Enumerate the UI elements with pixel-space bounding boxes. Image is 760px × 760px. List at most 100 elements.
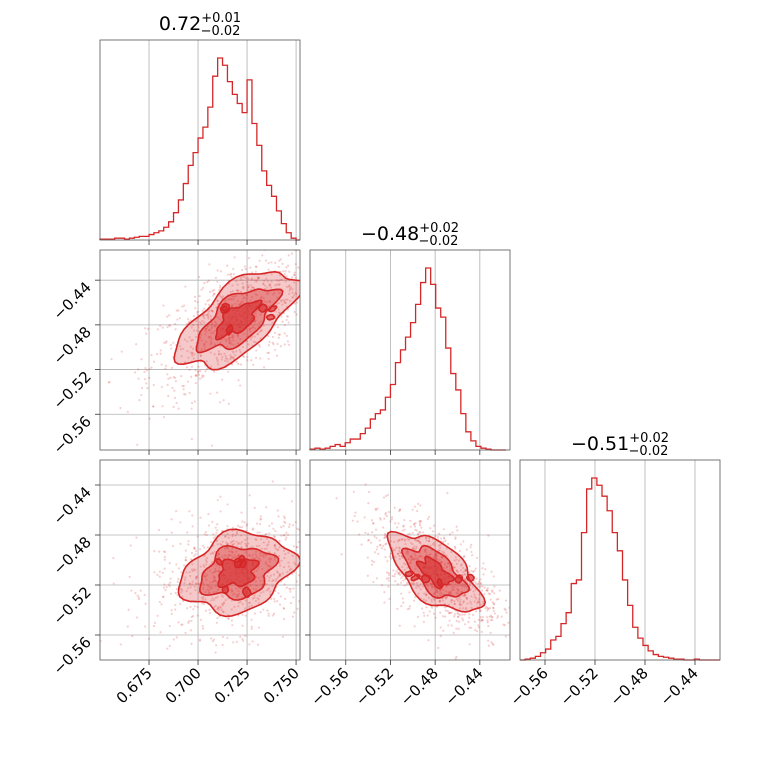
sample-point [208, 608, 211, 611]
sample-point [293, 273, 296, 277]
sample-point [168, 324, 171, 327]
sample-point [210, 342, 213, 345]
sample-point [476, 630, 479, 633]
sample-point [311, 277, 313, 279]
sample-point [186, 380, 190, 383]
sample-point [248, 330, 252, 333]
sample-point [480, 630, 483, 633]
sample-point [430, 582, 433, 586]
sample-point [295, 313, 298, 316]
sample-point [468, 571, 471, 574]
sample-point [112, 582, 115, 585]
sample-point [227, 370, 230, 373]
sample-point [216, 553, 219, 556]
sample-point [235, 550, 238, 553]
sample-point [446, 565, 449, 568]
sample-point [167, 377, 170, 380]
sample-point [193, 585, 196, 588]
sample-point [177, 621, 180, 624]
sample-point [481, 618, 484, 622]
sample-point [229, 550, 233, 553]
sample-point [158, 570, 161, 573]
sample-point [273, 247, 275, 249]
sample-point [202, 375, 205, 378]
sample-point [397, 539, 401, 542]
sample-point [325, 572, 327, 574]
sample-point [445, 566, 448, 569]
sample-point [251, 286, 254, 289]
sample-point [329, 560, 331, 562]
sample-point [169, 581, 172, 584]
sample-point [287, 285, 291, 288]
sample-point [168, 644, 171, 648]
sample-point [261, 254, 264, 257]
sample-point [254, 319, 257, 322]
sample-point [517, 618, 519, 620]
sample-point [337, 290, 339, 292]
x-tick-label: 0.675 [113, 664, 156, 707]
sample-point [485, 589, 488, 592]
sample-point [459, 569, 462, 572]
sample-point [399, 508, 402, 512]
sample-point [228, 550, 231, 553]
sample-point [259, 518, 262, 521]
sample-point [246, 355, 249, 359]
sample-point [477, 626, 481, 629]
sample-point [169, 577, 172, 580]
sample-point [143, 370, 146, 373]
sample-point [404, 578, 407, 581]
sample-point [209, 335, 212, 338]
sample-point [296, 301, 299, 304]
sample-point [285, 531, 288, 534]
sample-point [428, 540, 431, 543]
sample-point [298, 528, 300, 531]
sample-point [224, 355, 227, 358]
sample-point [218, 288, 221, 292]
sample-point [415, 586, 418, 589]
sample-point [179, 602, 182, 605]
sample-point [419, 541, 422, 544]
sample-point [427, 639, 430, 642]
sample-point [296, 607, 299, 610]
sample-point [280, 278, 284, 282]
sample-point [217, 353, 220, 356]
sample-point [398, 546, 401, 549]
sample-point [301, 241, 303, 243]
sample-point [305, 579, 307, 581]
sample-point [247, 286, 250, 289]
sample-point [219, 606, 222, 609]
sample-point [363, 516, 366, 519]
histogram-panel-2: −0.48+0.02 −0.02 [309, 221, 511, 455]
sample-point [192, 357, 195, 360]
sample-point [323, 521, 325, 523]
sample-point [406, 608, 409, 611]
sample-point [467, 621, 470, 624]
sample-point [500, 615, 503, 618]
sample-point [434, 616, 437, 619]
sample-point [158, 600, 161, 604]
sample-point [444, 609, 447, 612]
sample-point [429, 527, 432, 530]
sample-point [245, 523, 249, 526]
sample-point [435, 589, 438, 592]
sample-point [213, 325, 216, 328]
sample-point [268, 300, 271, 304]
sample-point [211, 580, 215, 584]
sample-point [402, 525, 405, 528]
sample-point [188, 368, 191, 371]
sample-point [255, 584, 258, 587]
sample-point [413, 538, 417, 542]
sample-point [298, 600, 300, 603]
sample-point [225, 541, 228, 544]
sample-point [284, 301, 287, 304]
sample-point [249, 338, 253, 341]
sample-point [450, 550, 453, 554]
sample-point [258, 558, 261, 561]
sample-point [217, 570, 221, 573]
sample-point [425, 583, 428, 586]
sample-point [236, 333, 239, 336]
sample-point [216, 360, 219, 363]
sample-point [233, 553, 236, 557]
sample-point [304, 308, 306, 310]
sample-point [421, 607, 424, 610]
